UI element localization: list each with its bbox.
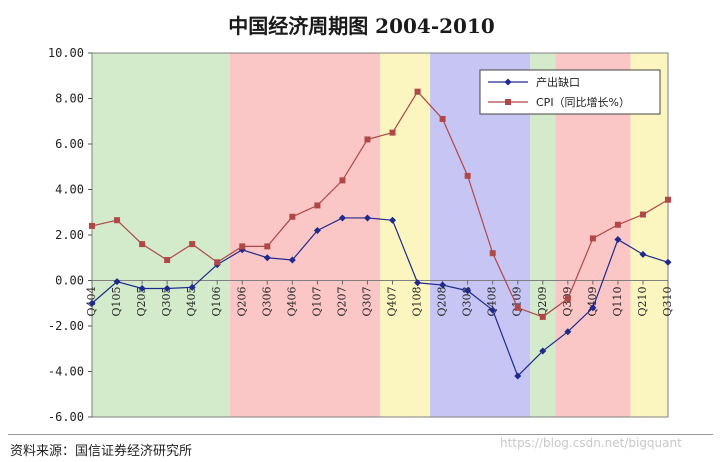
cpi-point	[665, 196, 671, 203]
x-tick-label: Q105	[110, 287, 123, 317]
output-gap-point	[363, 214, 371, 222]
legend-marker-output-gap	[504, 78, 512, 86]
x-tick-label: Q208	[436, 287, 449, 317]
output-gap-point	[288, 256, 296, 264]
x-tick-label: Q407	[386, 287, 399, 317]
output-gap-point	[414, 279, 422, 287]
x-tick-label: Q108	[411, 287, 424, 317]
output-gap-point	[188, 283, 196, 291]
output-gap-point	[614, 236, 622, 244]
output-gap-point	[464, 287, 472, 295]
series-line-1	[91, 90, 669, 318]
x-tick-label: Q306	[260, 287, 273, 317]
cpi-point	[264, 243, 271, 250]
legend-box	[479, 69, 661, 115]
x-tick-label: Q209	[536, 287, 549, 317]
x-tick-label: Q408	[486, 287, 499, 317]
cpi-point	[539, 313, 546, 320]
cpi-point	[239, 243, 246, 250]
cpi-point	[614, 221, 621, 228]
output-gap-point	[514, 372, 522, 380]
output-gap-point	[389, 216, 397, 224]
phase-band-1	[229, 53, 380, 417]
cpi-point	[339, 177, 346, 184]
output-gap-point	[664, 258, 672, 266]
source-divider	[8, 434, 713, 435]
x-tick-label: Q409	[586, 287, 599, 317]
output-gap-point	[138, 284, 146, 292]
legend-label-1: CPI（同比增长%）	[536, 95, 630, 109]
phase-band-0	[92, 53, 230, 417]
output-gap-point	[589, 304, 597, 312]
output-gap-point	[639, 250, 647, 258]
chart-title: 中国经济周期图 2004-2010	[228, 14, 495, 38]
x-tick-label: Q210	[636, 287, 649, 317]
output-gap-point	[564, 328, 572, 336]
x-tick-label: Q305	[160, 287, 173, 317]
output-gap-point	[263, 254, 271, 262]
y-tick-label: 8.00	[55, 92, 84, 106]
series-line-0	[91, 217, 669, 378]
y-tick-label: -6.00	[48, 410, 84, 424]
cpi-point	[514, 304, 521, 311]
output-gap-point	[163, 284, 171, 292]
output-gap-point	[88, 299, 96, 307]
cpi-point	[464, 172, 471, 179]
output-gap-point	[489, 306, 497, 314]
x-tick-label: Q308	[461, 287, 474, 317]
cpi-point	[564, 295, 571, 302]
output-gap-point	[338, 214, 346, 222]
cpi-point	[414, 88, 421, 95]
y-tick-label: -2.00	[48, 319, 84, 333]
x-tick-label: Q310	[661, 287, 674, 317]
x-tick-label: Q106	[210, 287, 223, 317]
y-tick-label: 10.00	[48, 46, 84, 60]
x-tick-label: Q110	[611, 287, 624, 317]
cpi-point	[189, 241, 196, 248]
cpi-point	[114, 217, 121, 224]
cpi-point	[639, 211, 646, 218]
cpi-point	[589, 235, 596, 242]
x-tick-label: Q109	[511, 287, 524, 317]
cpi-point	[289, 213, 296, 220]
watermark: https://blog.csdn.net/bigquant	[500, 436, 682, 450]
cpi-point	[164, 257, 171, 264]
x-tick-label: Q206	[235, 287, 248, 317]
y-tick-label: 2.00	[55, 228, 84, 242]
source-note: 资料来源：国信证券经济研究所	[10, 444, 193, 459]
cpi-point	[364, 136, 371, 143]
phase-band-2	[380, 53, 431, 417]
y-tick-label: 6.00	[55, 137, 84, 151]
legend-marker-cpi	[505, 99, 511, 105]
y-tick-label: 4.00	[55, 183, 84, 197]
x-tick-label: Q205	[135, 287, 148, 317]
output-gap-point	[313, 226, 321, 234]
cpi-point	[89, 222, 95, 229]
cpi-point	[139, 241, 146, 248]
x-tick-label: Q107	[310, 287, 323, 317]
y-tick-label: -4.00	[48, 365, 84, 379]
x-tick-label: Q406	[285, 287, 298, 317]
x-tick-label: Q207	[335, 287, 348, 317]
cpi-point	[489, 250, 496, 257]
output-gap-point	[539, 347, 547, 355]
y-tick-label: 0.00	[55, 274, 84, 288]
legend-label-0: 产出缺口	[536, 75, 580, 89]
cpi-point	[314, 202, 321, 209]
output-gap-point	[113, 278, 121, 286]
x-tick-label: Q307	[360, 287, 373, 317]
x-tick-label: Q405	[185, 287, 198, 317]
cpi-point	[389, 129, 396, 136]
output-gap-point	[439, 281, 447, 289]
cpi-point	[439, 115, 446, 122]
cpi-point	[214, 259, 221, 266]
